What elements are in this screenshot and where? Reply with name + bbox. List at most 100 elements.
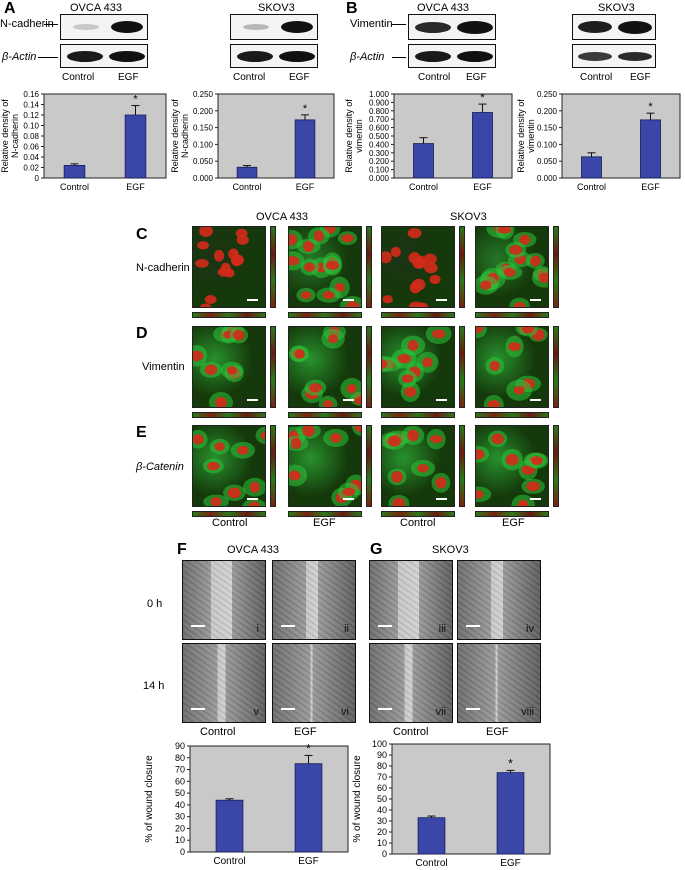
fg-cond-egf-2: EGF xyxy=(486,726,509,738)
y-tick-label: 0.100 xyxy=(193,140,214,149)
bar xyxy=(215,799,244,853)
b-row-actin: β-Actin xyxy=(350,51,385,63)
bar xyxy=(63,165,86,179)
scale-bar xyxy=(343,498,354,500)
y-tick-label: 60 xyxy=(175,776,185,786)
nucleus xyxy=(417,464,429,473)
x-tick-label: EGF xyxy=(298,856,319,867)
nucleus xyxy=(476,327,484,334)
y-axis-label: Relative density ofN-cadherin xyxy=(170,99,190,173)
scale-bar xyxy=(436,399,447,401)
nucleus xyxy=(407,429,419,442)
scale-bar xyxy=(436,299,447,301)
nucleus xyxy=(217,267,231,277)
bar-chart-a-ovca433: 00.02 0.040.06 0.080.10 0.120.14 0.16 Control… xyxy=(0,90,167,190)
nucleus xyxy=(503,267,516,277)
y-axis-label-line: vimentin xyxy=(354,119,364,153)
y-axis-label-line: N-cadherin xyxy=(180,114,190,158)
nucleus xyxy=(429,274,441,285)
scale-bar xyxy=(281,625,295,627)
nucleus xyxy=(487,400,501,407)
nucleus xyxy=(423,253,437,265)
y-tick-label: 0.12 xyxy=(23,111,39,120)
y-tick-label: 30 xyxy=(175,812,185,822)
wound-image: vi xyxy=(272,643,356,723)
cde-cond-egf-1: EGF xyxy=(313,517,336,529)
nucleus xyxy=(237,445,249,455)
a-line-skov3: SKOV3 xyxy=(258,2,295,14)
y-tick-label: 0.04 xyxy=(23,153,39,162)
wound-image: viii xyxy=(457,643,541,723)
y-tick-label: 80 xyxy=(175,753,185,763)
panel-label-b: B xyxy=(346,0,358,17)
western-blot-band xyxy=(572,14,656,40)
nucleus xyxy=(491,433,504,445)
scale-bar xyxy=(343,399,354,401)
cell-field xyxy=(382,327,452,403)
y-axis-label-line: Relative density of xyxy=(344,99,354,173)
nucleus xyxy=(513,385,525,395)
nucleus xyxy=(289,256,300,266)
nucleus xyxy=(289,233,298,246)
nucleus xyxy=(476,490,484,499)
nucleus xyxy=(204,295,217,304)
a-cond-control-2: Control xyxy=(233,72,266,83)
y-axis-label: Relative density ofvimentin xyxy=(344,99,364,173)
nucleus xyxy=(416,302,429,307)
fluorescence-image xyxy=(288,425,362,507)
nucleus xyxy=(404,386,417,398)
fluorescence-image xyxy=(192,425,266,507)
nucleus xyxy=(513,301,526,307)
orthogonal-side-view xyxy=(366,425,372,507)
bar-chart-a-skov3: 0.000 0.050 0.100 0.150 0.200 0.250 Control * EG… xyxy=(170,90,335,190)
y-tick-label: 0.600 xyxy=(369,124,390,133)
nucleus xyxy=(435,476,447,489)
x-tick-label: Control xyxy=(232,182,261,190)
y-axis-label-line: vimentin xyxy=(526,119,536,153)
y-tick-label: 0.200 xyxy=(369,157,390,166)
significance-marker: * xyxy=(133,94,138,106)
bar xyxy=(413,143,434,179)
cell-field xyxy=(289,426,361,506)
orthogonal-side-view xyxy=(366,326,372,408)
bar xyxy=(581,156,602,179)
plot-area xyxy=(391,743,551,855)
fg-cond-control-1: Control xyxy=(200,726,236,738)
nucleus xyxy=(508,342,521,352)
y-tick-label: 0.000 xyxy=(193,174,214,183)
scale-bar xyxy=(191,625,205,627)
cell-field xyxy=(476,430,548,506)
nucleus xyxy=(480,280,492,290)
bar xyxy=(472,112,493,179)
bar xyxy=(294,763,323,853)
orthogonal-bottom-view xyxy=(475,312,549,318)
panel-label-e: E xyxy=(136,424,147,441)
panel-label-d: D xyxy=(136,325,148,342)
y-tick-label: 0.150 xyxy=(537,124,558,133)
wound-image: iii xyxy=(369,560,453,640)
orthogonal-side-view xyxy=(366,226,372,308)
orthogonal-bottom-view xyxy=(475,511,549,517)
nucleus xyxy=(476,449,485,460)
y-tick-label: 0 xyxy=(180,847,185,857)
image-index-label: v xyxy=(253,706,260,718)
a-row-actin: β-Actin xyxy=(2,51,37,63)
x-tick-label: Control xyxy=(415,858,447,869)
bar xyxy=(417,817,446,855)
orthogonal-side-view xyxy=(270,326,276,408)
nucleus xyxy=(304,262,316,272)
nucleus xyxy=(342,487,356,496)
cde-line-skov3: SKOV3 xyxy=(450,211,487,223)
y-tick-label: 0.050 xyxy=(193,157,214,166)
scale-bar xyxy=(247,299,258,301)
y-tick-label: 40 xyxy=(175,800,185,810)
nucleus xyxy=(341,234,354,243)
nucleus xyxy=(538,272,548,283)
y-tick-label: 0.900 xyxy=(369,98,390,107)
significance-marker: * xyxy=(648,101,653,113)
nucleus xyxy=(195,259,209,268)
y-tick-label: 50 xyxy=(175,788,185,798)
time-0h: 0 h xyxy=(147,598,163,610)
arrow-icon xyxy=(392,57,406,58)
